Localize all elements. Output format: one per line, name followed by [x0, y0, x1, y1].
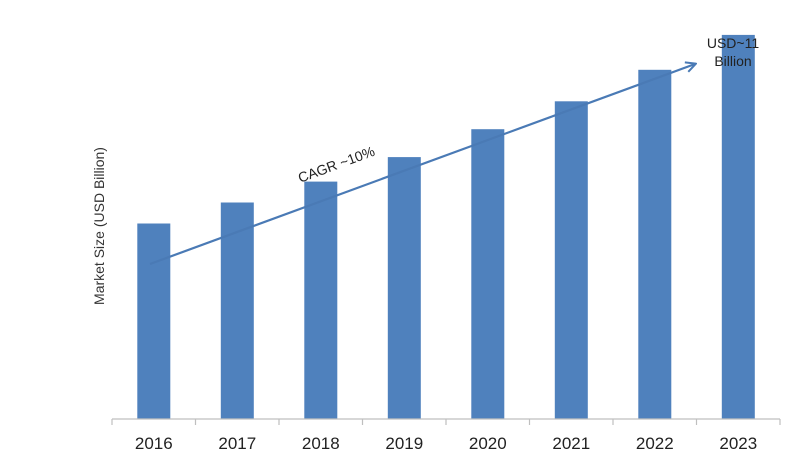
x-tick-label-2018: 2018 — [302, 434, 340, 453]
bar-2017 — [220, 202, 254, 419]
x-tick-label-2019: 2019 — [385, 434, 423, 453]
x-tick-label-2021: 2021 — [552, 434, 590, 453]
x-tick-label-2022: 2022 — [636, 434, 674, 453]
end-value-label-line2: Billion — [714, 53, 751, 69]
bar-2016 — [137, 223, 171, 419]
x-tick-label-2023: 2023 — [719, 434, 757, 453]
x-tick-label-2020: 2020 — [469, 434, 507, 453]
bar-2021 — [554, 101, 588, 420]
bar-2023 — [721, 34, 755, 420]
y-axis-title: Market Size (USD Billion) — [91, 147, 107, 305]
x-tick-marks — [111, 419, 781, 425]
x-tick-label-2017: 2017 — [218, 434, 256, 453]
x-tick-label-2016: 2016 — [135, 434, 173, 453]
bar-2022 — [638, 69, 672, 420]
end-value-label-line1: USD~11 — [707, 35, 759, 51]
bar-2020 — [471, 129, 505, 419]
bar-2018 — [304, 181, 338, 419]
bar-2019 — [387, 157, 421, 419]
x-tick-labels: 2016 2017 2018 2019 2020 2021 2022 2023 — [135, 434, 757, 453]
cagr-label: CAGR ~10% — [296, 143, 377, 186]
cagr-arrow — [149, 64, 695, 266]
bars-group — [137, 34, 755, 420]
